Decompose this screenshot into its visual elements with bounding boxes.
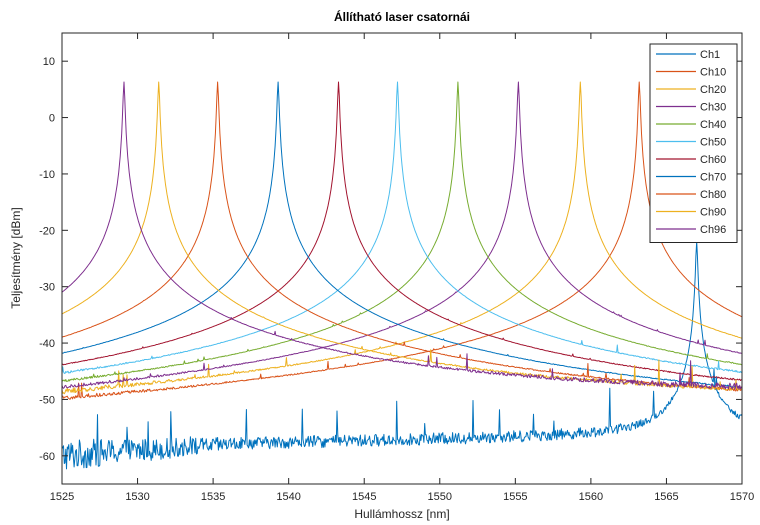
legend-label-ch96: Ch96 [700, 224, 726, 236]
legend-box [649, 43, 738, 243]
series-line-ch60 [62, 81, 742, 381]
y-tick-label: -60 [39, 451, 55, 463]
legend-label-ch60: Ch60 [700, 154, 726, 166]
x-tick-label: 1535 [201, 491, 225, 503]
y-tick-label: 10 [43, 56, 55, 68]
series-line-ch1 [62, 241, 742, 470]
legend-label-ch80: Ch80 [700, 189, 726, 201]
series-line-ch40 [62, 81, 742, 382]
plot-frame [61, 32, 743, 485]
legend-label-ch30: Ch30 [700, 102, 726, 114]
x-tick-label: 1560 [579, 491, 603, 503]
x-axis-label: Hullámhossz [nm] [354, 507, 449, 521]
y-tick-label: -10 [39, 169, 55, 181]
y-tick-label: 0 [49, 113, 55, 125]
y-axis-ticks: -60 -50 -40 -30 -20 -10 0 10 [39, 56, 742, 463]
legend-label-ch1: Ch1 [700, 49, 720, 61]
x-tick-label: 1565 [654, 491, 678, 503]
legend: Ch1 Ch10 Ch20 Ch30 Ch40 Ch50 Ch60 Ch70 Ch80 Ch90 C… [649, 43, 738, 243]
series-line-ch90 [62, 81, 742, 391]
legend-label-ch70: Ch70 [700, 172, 726, 184]
legend-label-ch20: Ch20 [700, 84, 726, 96]
x-tick-label: 1530 [125, 491, 149, 503]
y-axis-label: Teljesítmény [dBm] [9, 207, 23, 308]
series-layer [62, 81, 742, 470]
series-line-ch50 [62, 81, 742, 375]
series-line-ch70 [62, 81, 742, 388]
legend-label-ch90: Ch90 [700, 207, 726, 219]
legend-label-ch50: Ch50 [700, 137, 726, 149]
x-axis-ticks: 1525 1530 1535 1540 1545 1550 1555 1560 1565 1570 [50, 33, 754, 503]
x-tick-label: 1570 [730, 491, 754, 503]
y-tick-label: -50 [39, 394, 55, 406]
x-tick-label: 1555 [503, 491, 527, 503]
x-tick-label: 1550 [428, 491, 452, 503]
legend-label-ch10: Ch10 [700, 67, 726, 79]
chart-title: Állítható laser csatornái [334, 9, 470, 24]
x-tick-label: 1525 [50, 491, 74, 503]
y-tick-label: -40 [39, 338, 55, 350]
y-tick-label: -30 [39, 282, 55, 294]
series-line-ch96 [62, 81, 742, 390]
legend-label-ch40: Ch40 [700, 119, 726, 131]
y-tick-label: -20 [39, 225, 55, 237]
series-line-ch20 [62, 81, 742, 395]
series-line-ch30 [62, 81, 742, 389]
x-tick-label: 1545 [352, 491, 376, 503]
x-tick-label: 1540 [276, 491, 300, 503]
